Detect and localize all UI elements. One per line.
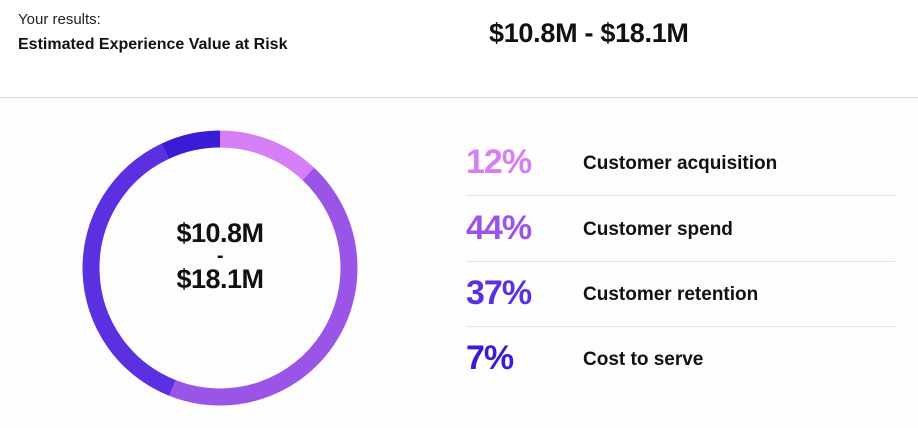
center-dash: - [216,245,224,267]
legend-percent: 7% [466,339,514,377]
legend-percent: 44% [466,209,532,247]
legend-percent: 37% [466,274,532,312]
donut-segment-customer-acquisition [219,130,315,181]
center-low: $10.8M [176,218,264,248]
legend-row: 44% Customer spend [466,197,895,262]
row-divider [466,261,895,262]
center-high: $18.1M [176,264,264,294]
donut-segment-customer-retention [82,143,176,396]
legend-label: Cost to serve [583,349,704,370]
legend-label: Customer retention [583,284,759,305]
legend-row: 37% Customer retention [466,262,895,327]
legend-label: Customer spend [583,219,733,240]
donut-segment-customer-spend [169,167,358,406]
donut-chart [82,130,358,406]
legend-row: 7% Cost to serve [466,327,895,392]
donut-center-label: $10.8M - $18.1M [120,218,320,294]
row-divider [466,326,895,327]
row-divider [466,195,895,196]
header-divider [0,97,918,98]
legend-percent: 12% [466,143,532,181]
results-subtitle: Your results: [18,11,101,28]
results-value: $10.8M - $18.1M [489,18,689,48]
legend-label: Customer acquisition [583,153,778,174]
donut-segment-cost-to-serve [161,130,221,160]
results-title: Estimated Experience Value at Risk [18,36,288,53]
legend-row: 12% Customer acquisition [466,131,895,196]
